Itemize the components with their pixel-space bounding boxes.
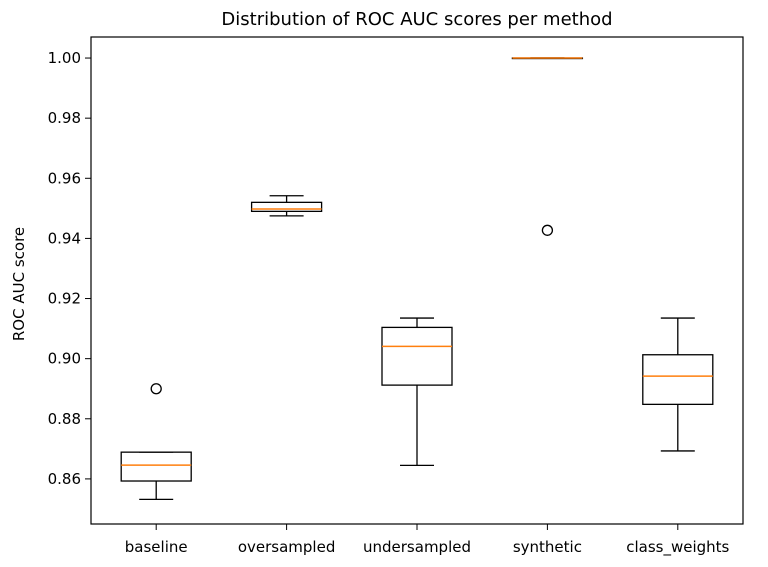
y-tick-label: 0.86 <box>48 470 81 488</box>
box-synthetic: synthetic <box>511 57 584 556</box>
box-undersampled: undersampled <box>363 317 471 556</box>
y-tick-label: 1.00 <box>48 49 81 67</box>
box-baseline: baseline <box>120 383 192 556</box>
box-oversampled: oversampled <box>238 195 336 556</box>
y-tick-label: 0.94 <box>48 229 81 247</box>
iqr-box <box>120 451 192 482</box>
x-tick-label: undersampled <box>363 538 471 556</box>
iqr-box <box>642 354 714 406</box>
iqr-box <box>381 326 453 386</box>
y-tick-label: 0.96 <box>48 169 81 187</box>
chart-title: Distribution of ROC AUC scores per metho… <box>221 9 612 30</box>
box-class_weights: class_weights <box>626 317 730 557</box>
x-tick-label: synthetic <box>513 538 582 556</box>
iqr-box <box>250 201 323 213</box>
y-tick-label: 0.92 <box>48 290 81 308</box>
plot-area: 0.86 0.88 0.90 0.92 0.94 0.96 0.98 1.00 baseline… <box>48 49 730 557</box>
x-tick-label: class_weights <box>626 538 729 557</box>
x-tick-label: oversampled <box>238 538 336 556</box>
y-axis-label: ROC AUC score <box>10 227 28 341</box>
y-tick-label: 0.90 <box>48 350 81 368</box>
plot-frame <box>90 36 744 525</box>
y-tick-label: 0.98 <box>48 109 81 127</box>
outlier-point <box>150 383 162 395</box>
outlier-point <box>541 224 554 236</box>
y-tick-label: 0.88 <box>48 410 81 428</box>
x-tick-label: baseline <box>125 538 188 556</box>
